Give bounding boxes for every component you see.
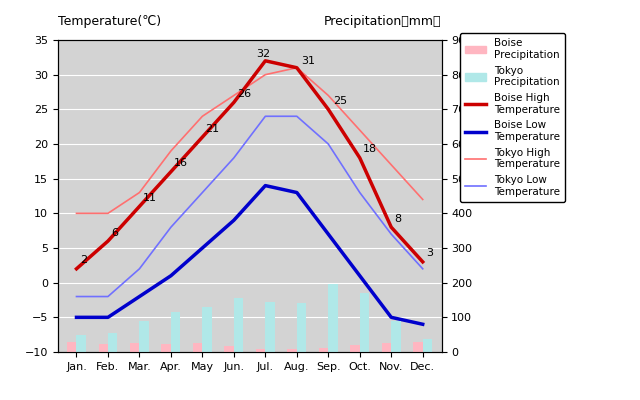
Text: 26: 26 — [237, 89, 251, 99]
Bar — [67, 342, 77, 352]
Bar — [171, 312, 180, 352]
Text: 2: 2 — [79, 255, 87, 265]
Bar — [161, 344, 171, 352]
Bar — [130, 343, 140, 352]
Text: 21: 21 — [205, 124, 220, 134]
Bar — [422, 339, 432, 352]
Bar — [350, 345, 360, 352]
Text: 18: 18 — [363, 144, 377, 154]
Text: 3: 3 — [426, 248, 433, 258]
Bar — [193, 343, 202, 352]
Text: 16: 16 — [174, 158, 188, 168]
Text: 25: 25 — [333, 96, 347, 106]
Bar — [225, 346, 234, 352]
Text: Precipitation（mm）: Precipitation（mm） — [324, 14, 442, 28]
Legend: Boise
Precipitation, Tokyo
Precipitation, Boise High
Temperature, Boise Low
Temp: Boise Precipitation, Tokyo Precipitation… — [460, 33, 565, 202]
Text: 8: 8 — [394, 214, 401, 224]
Bar — [140, 321, 149, 352]
Text: 32: 32 — [256, 49, 270, 59]
Bar — [297, 304, 307, 352]
Text: Temperature(℃): Temperature(℃) — [58, 14, 161, 28]
Bar — [328, 284, 338, 352]
Bar — [266, 302, 275, 352]
Text: 11: 11 — [143, 193, 157, 203]
Bar — [77, 335, 86, 352]
Text: 31: 31 — [301, 56, 316, 66]
Bar — [413, 342, 422, 352]
Bar — [391, 322, 401, 352]
Bar — [202, 307, 212, 352]
Bar — [382, 343, 391, 352]
Bar — [319, 348, 328, 352]
Text: 6: 6 — [111, 228, 118, 238]
Bar — [108, 333, 117, 352]
Bar — [234, 298, 243, 352]
Bar — [256, 349, 266, 352]
Bar — [360, 293, 369, 352]
Bar — [287, 349, 297, 352]
Bar — [99, 344, 108, 352]
